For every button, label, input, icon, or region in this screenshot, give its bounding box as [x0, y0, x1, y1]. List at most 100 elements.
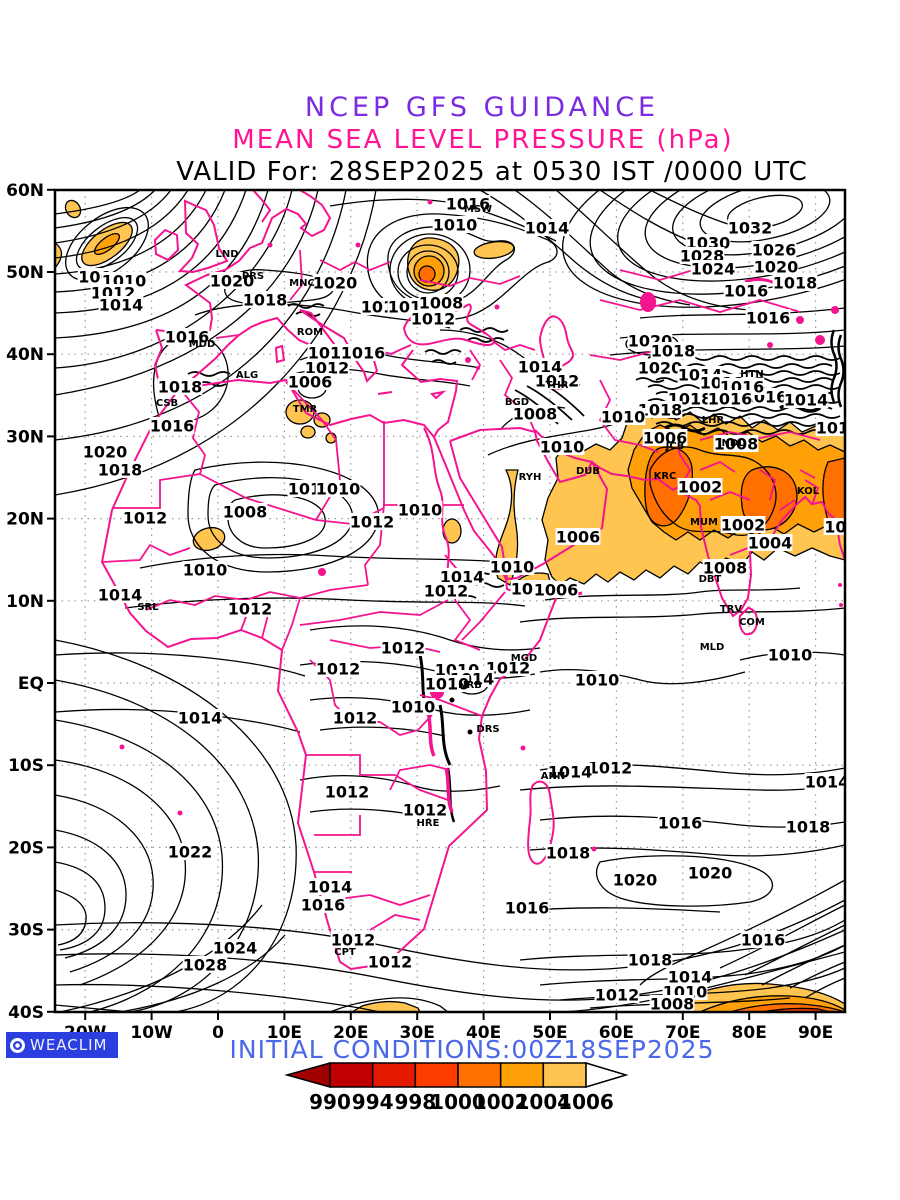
contour-label: 1006 — [534, 581, 579, 600]
contour-label-box — [751, 241, 797, 258]
contour-label: 1020 — [638, 359, 683, 378]
contour-label-box — [402, 801, 448, 818]
lon-tick-label: 90E — [798, 1023, 833, 1043]
contour-label-box — [637, 401, 683, 418]
contour-label: 1006 — [288, 373, 333, 392]
contour-label-box — [212, 939, 258, 956]
city-label: KRC — [654, 471, 677, 482]
contour-label-box — [349, 513, 395, 530]
contour-label-box — [177, 709, 223, 726]
contour-label: 1018 — [638, 401, 683, 420]
contour-label: 1020 — [613, 871, 658, 890]
contour-label: 1014 — [784, 391, 829, 410]
contour-label: 1010 — [391, 698, 436, 717]
lon-tick-label: 30E — [400, 1023, 435, 1043]
colorbar-tick-label: 1000 — [430, 1090, 486, 1114]
contour-label-box — [524, 219, 570, 236]
contour-label: 100 — [824, 518, 857, 537]
contour-label-box — [287, 373, 333, 390]
contour-label: 1016 — [301, 896, 346, 915]
lon-tick-label: 80E — [732, 1023, 767, 1043]
colorbar-tick-label: 1006 — [558, 1090, 614, 1114]
lon-tick-label: 60E — [599, 1023, 634, 1043]
contour-label: 1018 — [546, 844, 591, 863]
contour-label: 1016 — [150, 417, 195, 436]
city-label: MDD — [189, 339, 216, 350]
contour-label: 1010 — [183, 561, 228, 580]
contour-label: 1008 — [513, 405, 558, 424]
contour-label-box — [98, 296, 144, 313]
contour-label: 1006 — [643, 429, 688, 448]
contour-label-box — [547, 763, 593, 780]
contour-label-box — [713, 435, 759, 452]
city-label: NDL — [721, 438, 745, 449]
contour-label-box — [657, 814, 703, 831]
city-label: PRS — [242, 271, 264, 282]
contour-label: 1012 — [535, 372, 580, 391]
city-label: CSB — [156, 398, 178, 409]
contour-label: 1012 — [228, 600, 273, 619]
lon-tick-label: 50E — [532, 1023, 567, 1043]
contour-label-box — [439, 568, 485, 585]
contour-label: 1014 — [668, 968, 713, 987]
contour-label: 1014 — [178, 709, 223, 728]
contour-label: 1012 — [350, 513, 395, 532]
colorbar-segment — [457, 1062, 502, 1088]
contour-label: 1026 — [752, 241, 797, 260]
contour-label-box — [677, 478, 723, 495]
contour-label-box — [534, 372, 580, 389]
contour-label-box — [753, 258, 799, 275]
city-label: TMR — [293, 404, 318, 415]
contour-label: 1010 — [316, 480, 361, 499]
contour-label: 1014 — [440, 568, 485, 587]
contour-label: 1032 — [728, 219, 773, 238]
contour-label-box — [315, 660, 361, 677]
contour-label-box — [390, 698, 436, 715]
contour-label: 1024 — [691, 260, 736, 279]
contour-label: 1016 — [741, 931, 786, 950]
initial-conditions-text: INITIAL CONDITIONS:00Z18SEP2025 — [229, 1035, 715, 1064]
city-label: COM — [739, 617, 765, 628]
contour-label-box — [545, 844, 591, 861]
contour-label: 1006 — [556, 528, 601, 547]
contour-label: 1020 — [210, 272, 255, 291]
city-label: MSW — [464, 204, 492, 215]
city-label: DRS — [476, 724, 499, 735]
city-label: MLD — [700, 642, 725, 653]
contour-label-box — [367, 953, 413, 970]
contour-label: 1020 — [83, 443, 128, 462]
contour-label: 1024 — [213, 939, 258, 958]
contour-label: 1018 — [786, 818, 831, 837]
contour-label-box — [504, 899, 550, 916]
city-label: LND — [215, 249, 238, 260]
contour-label-box — [300, 896, 346, 913]
contour-label-box — [418, 294, 464, 311]
contour-label: 1016 — [446, 195, 491, 214]
lon-tick-label: 0 — [212, 1023, 224, 1043]
contour-label-box — [745, 309, 791, 326]
contour-label: 1010 — [490, 558, 535, 577]
contour-label-box — [627, 951, 673, 968]
contour-label: 1008 — [419, 294, 464, 313]
contour-label-box — [823, 518, 845, 535]
colorbar-tick-label: 998 — [394, 1090, 436, 1114]
contour-label: 1014 — [518, 358, 563, 377]
contour-label-box — [97, 461, 143, 478]
contour-label: 1010 — [398, 501, 443, 520]
contour-label: 1020 — [754, 258, 799, 277]
logo-ring-icon — [10, 1037, 25, 1053]
city-label: HTN — [740, 369, 764, 380]
contour-label: 1018 — [651, 342, 696, 361]
lat-tick-label: 50N — [6, 263, 44, 283]
contour-label-box — [600, 408, 646, 425]
lat-tick-label: 60N — [6, 181, 44, 201]
contour-label: 1016 — [165, 328, 210, 347]
contour-label: 1012 — [316, 660, 361, 679]
contour-label: 1012 — [368, 953, 413, 972]
contour-label-box — [747, 534, 793, 551]
colorbar-tick-label: 994 — [352, 1090, 394, 1114]
city-label: JCB — [665, 441, 685, 452]
lat-tick-label: 10S — [8, 756, 44, 776]
